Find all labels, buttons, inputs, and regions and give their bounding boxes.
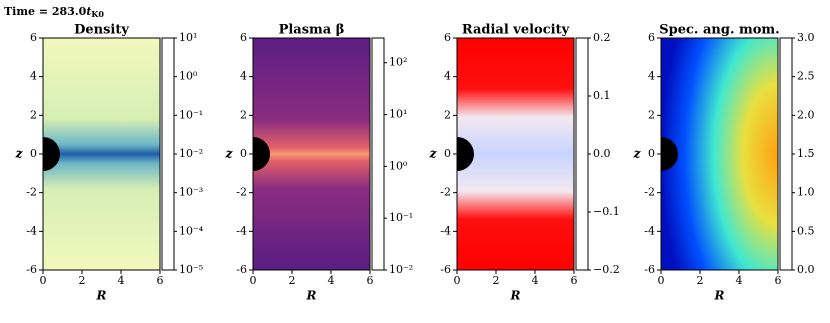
heatmap-field [253, 38, 370, 270]
y-tick-label: -4 [26, 224, 37, 237]
colorbar-tick-label: 10² [389, 56, 407, 69]
y-tick-label: -4 [236, 224, 247, 237]
x-tick-label: 4 [118, 274, 125, 287]
y-tick-label: 4 [444, 70, 451, 83]
colorbar-tick-label: 1.0 [797, 186, 815, 199]
heatmap-field [43, 38, 160, 270]
y-axis-label: z [633, 147, 642, 161]
colorbar-tick-label: 10⁻³ [179, 186, 203, 199]
y-tick-label: -2 [440, 186, 451, 199]
y-tick-label: 0 [648, 147, 655, 160]
y-tick-label: 2 [648, 108, 655, 121]
colorbar [779, 37, 793, 271]
colorbar-tick-label: 0.0 [797, 263, 815, 276]
panel-title: Plasma β [279, 23, 345, 38]
y-tick-label: 2 [240, 108, 247, 121]
x-tick-label: 2 [493, 274, 500, 287]
x-tick-label: 4 [736, 274, 743, 287]
colorbar [575, 37, 589, 271]
colorbar-tick-label: 0.1 [593, 89, 611, 102]
colorbar-tick-label: 10¹ [389, 108, 407, 121]
colorbar-tick-label: 10¹ [179, 31, 197, 44]
y-tick-label: 4 [648, 70, 655, 83]
colorbar-tick-label: 10⁻² [389, 263, 413, 276]
y-tick-label: 6 [240, 31, 247, 44]
colorbar-tick-label: 10⁰ [179, 70, 198, 83]
colorbar-tick-label: 10⁻¹ [389, 211, 413, 224]
y-axis-label: z [15, 147, 24, 161]
colorbar-tick-label: 10⁻⁵ [179, 263, 203, 276]
central-object [43, 137, 60, 171]
x-tick-label: 6 [571, 274, 578, 287]
x-tick-label: 2 [289, 274, 296, 287]
y-tick-label: -6 [644, 263, 655, 276]
y-tick-label: 0 [444, 147, 451, 160]
y-axis-label: z [225, 147, 234, 161]
colorbar-tick-label: −0.1 [593, 205, 620, 218]
y-tick-label: -6 [26, 263, 37, 276]
y-axis-label: z [429, 147, 438, 161]
colorbar-tick-label: 2.0 [797, 108, 815, 121]
y-tick-label: -4 [440, 224, 451, 237]
y-tick-label: 6 [648, 31, 655, 44]
heatmap-field [661, 38, 778, 270]
y-tick-label: -4 [644, 224, 655, 237]
y-tick-label: 0 [30, 147, 37, 160]
y-tick-label: 4 [30, 70, 37, 83]
colorbar-tick-label: 10⁻⁴ [179, 224, 204, 237]
y-tick-label: 2 [30, 108, 37, 121]
colorbar-tick-label: −0.2 [593, 263, 620, 276]
colorbar-tick-label: 0.5 [797, 224, 815, 237]
x-tick-label: 0 [40, 274, 47, 287]
x-axis-label: R [306, 289, 317, 303]
x-tick-label: 0 [250, 274, 257, 287]
x-axis-label: R [96, 289, 107, 303]
central-object [457, 137, 474, 171]
y-tick-label: 2 [444, 108, 451, 121]
colorbar-tick-label: 10⁻¹ [179, 108, 203, 121]
x-tick-label: 6 [367, 274, 374, 287]
x-tick-label: 4 [328, 274, 335, 287]
x-tick-label: 6 [157, 274, 164, 287]
panel-title: Density [74, 23, 129, 38]
colorbar [161, 37, 175, 271]
y-tick-label: 0 [240, 147, 247, 160]
y-tick-label: -6 [236, 263, 247, 276]
x-tick-label: 0 [658, 274, 665, 287]
x-tick-label: 0 [454, 274, 461, 287]
heatmap-field [457, 38, 574, 270]
colorbar-tick-label: 0.2 [593, 31, 611, 44]
colorbar-tick-label: 10⁻² [179, 147, 203, 160]
colorbar-tick-label: 10⁰ [389, 159, 408, 172]
x-axis-label: R [714, 289, 725, 303]
x-tick-label: 6 [775, 274, 782, 287]
y-tick-label: -6 [440, 263, 451, 276]
y-tick-label: -2 [236, 186, 247, 199]
colorbar-tick-label: 0.0 [593, 147, 611, 160]
x-axis-label: R [510, 289, 521, 303]
central-object [253, 137, 270, 171]
x-tick-label: 2 [79, 274, 86, 287]
x-tick-label: 4 [532, 274, 539, 287]
y-tick-label: -2 [26, 186, 37, 199]
time-label: Time = 283.0tK0 [4, 5, 104, 19]
y-tick-label: -2 [644, 186, 655, 199]
central-object [661, 137, 678, 171]
panel-title: Spec. ang. mom. [659, 23, 779, 38]
y-tick-label: 6 [444, 31, 451, 44]
colorbar [371, 37, 385, 271]
x-tick-label: 2 [697, 274, 704, 287]
panel-title: Radial velocity [462, 23, 570, 38]
y-tick-label: 4 [240, 70, 247, 83]
colorbar-tick-label: 2.5 [797, 70, 815, 83]
colorbar-tick-label: 1.5 [797, 147, 815, 160]
colorbar-tick-label: 3.0 [797, 31, 815, 44]
y-tick-label: 6 [30, 31, 37, 44]
